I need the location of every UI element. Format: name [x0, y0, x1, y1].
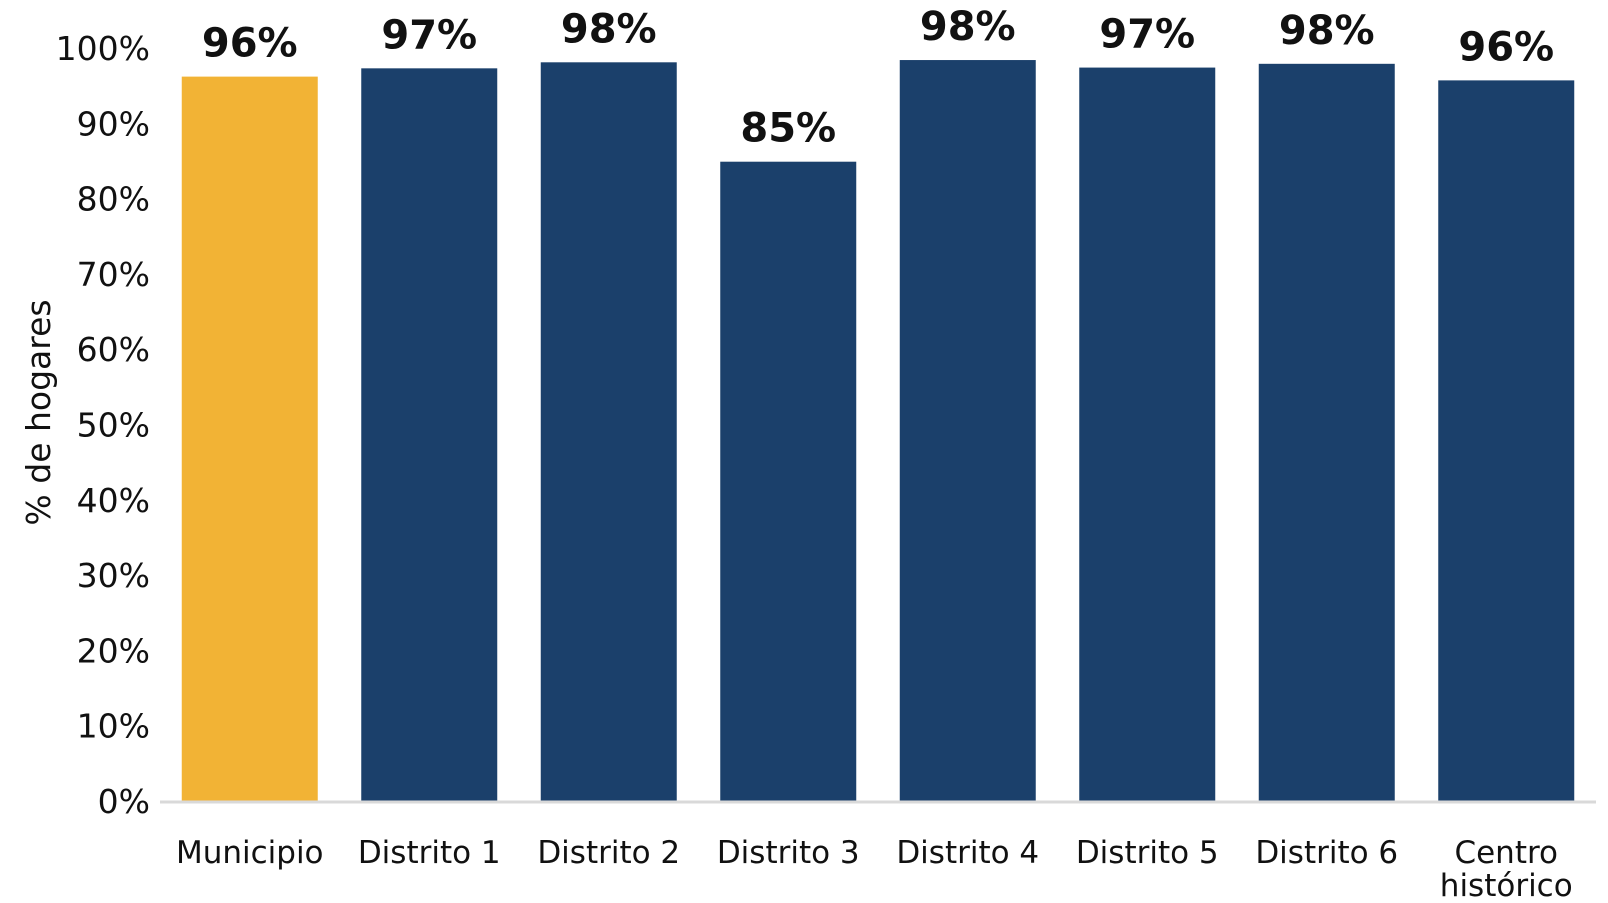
data-label: 96%	[202, 21, 298, 67]
data-label: 97%	[1099, 12, 1195, 58]
data-label: 97%	[381, 12, 477, 58]
y-tick-label: 80%	[77, 180, 150, 219]
bar	[899, 60, 1036, 802]
bar	[1258, 63, 1395, 802]
y-tick-label: 20%	[77, 631, 150, 670]
bars	[181, 60, 1575, 802]
data-label: 96%	[1458, 24, 1554, 70]
y-tick-label: 10%	[77, 707, 150, 746]
bar	[540, 62, 677, 801]
y-tick-label: 90%	[77, 104, 150, 143]
x-tick-label: Municipio	[176, 835, 324, 871]
x-tick-label: Distrito 4	[896, 835, 1039, 871]
x-tick-label: Distrito 6	[1255, 835, 1398, 871]
y-tick-label: 100%	[56, 29, 150, 68]
x-tick-label: Distrito 3	[717, 835, 860, 871]
x-tick-label: Distrito 5	[1076, 835, 1219, 871]
bar	[1079, 67, 1216, 801]
bar	[1438, 80, 1575, 801]
y-axis-ticks: 0% 10% 20% 30% 40% 50% 60% 70% 80% 90% 100%	[56, 29, 150, 821]
data-label: 98%	[920, 4, 1016, 50]
y-tick-label: 50%	[77, 406, 150, 445]
y-tick-label: 40%	[77, 481, 150, 520]
y-tick-label: 0%	[98, 782, 150, 821]
data-label: 98%	[1279, 8, 1375, 54]
data-label: 85%	[740, 106, 836, 152]
x-axis-labels: Municipio Distrito 1 Distrito 2 Distrito 3 D…	[176, 835, 1573, 903]
bar	[181, 76, 318, 801]
x-tick-label: Distrito 1	[358, 835, 501, 871]
x-tick-label: Distrito 2	[537, 835, 680, 871]
y-tick-label: 30%	[77, 556, 150, 595]
y-tick-label: 70%	[77, 255, 150, 294]
bar	[720, 161, 857, 801]
y-tick-label: 60%	[77, 330, 150, 369]
y-axis-title: % de hogares	[19, 299, 58, 525]
data-labels: 96% 97% 98% 85% 98% 97% 98% 96%	[202, 4, 1554, 152]
x-tick-label: Centro histórico	[1440, 835, 1573, 903]
bar	[361, 68, 498, 802]
data-label: 98%	[561, 6, 657, 52]
